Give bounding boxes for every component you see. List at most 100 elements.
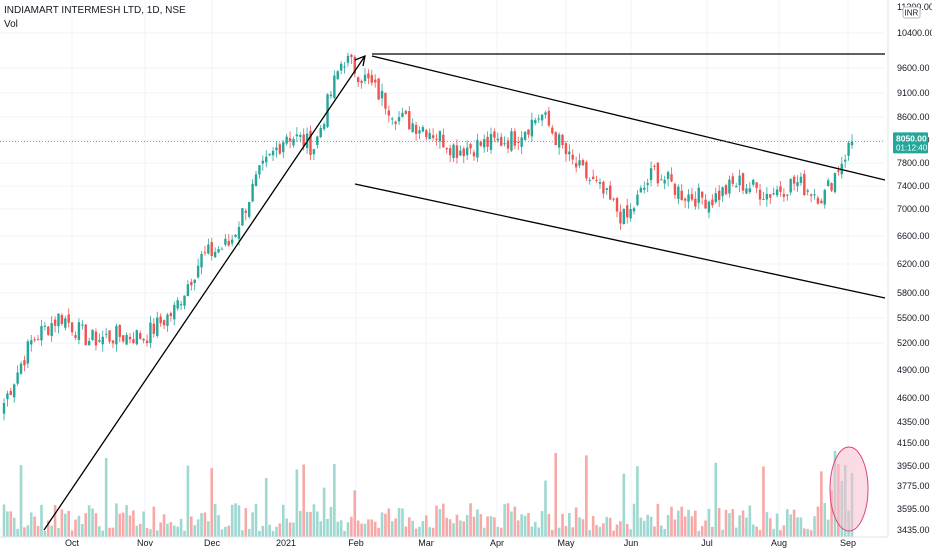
candle [765,187,769,207]
candle [540,114,544,127]
candle [309,125,312,161]
candle [391,116,394,125]
price-tick-label: 7800.00 [897,158,930,168]
volume-bar [16,528,19,537]
price-tick-label: 5200.00 [897,338,930,348]
volume-bar [261,525,265,537]
candle [585,160,588,181]
volume-bar [513,506,517,537]
candle [629,203,632,222]
candle [455,139,459,164]
candle [60,313,64,326]
candle [162,319,166,329]
candle [370,69,374,86]
candle [84,323,87,346]
price-tick-label: 4350.00 [897,417,930,427]
candle [159,313,162,327]
volume-bar [639,517,643,537]
candle [319,125,322,139]
volume-bar [132,510,135,537]
candle [803,170,806,196]
volume-bar [258,530,261,537]
candle [612,197,615,202]
channel-lower-line[interactable] [354,183,886,299]
candle [101,330,104,352]
candle [254,170,258,187]
price-tick-label: 9100.00 [897,88,930,98]
volume-bar [98,526,101,537]
candle [350,53,353,65]
candle [380,83,384,106]
candle [360,79,363,89]
candle [322,122,326,131]
volume-bar [50,525,53,537]
volume-bar [380,512,384,537]
volume-bar [520,514,523,537]
volume-bar [67,510,71,537]
volume-bar [77,515,81,537]
candle [472,149,476,161]
volume-bar [295,469,299,537]
volume-bar [152,506,156,537]
candle [9,387,13,396]
volume-bar [135,525,139,537]
volume-bar [414,528,418,537]
candle [469,142,472,155]
volume-bar [190,516,193,537]
volume-bar [278,523,282,537]
volume-bar [203,512,207,537]
candle [333,70,336,100]
volume-bar [292,522,295,537]
candle [728,175,731,198]
volume-bar [91,508,94,537]
volume-bar [343,530,346,537]
candle [820,198,823,204]
volume-bar [227,525,231,537]
candle [384,92,387,115]
volume-bar [350,516,353,537]
candle [544,110,547,119]
candle [87,337,91,346]
candle [339,61,343,75]
volume-bar [608,517,612,537]
volume-bar [700,526,704,537]
volume-bar [390,521,394,537]
candle [145,334,149,347]
candle [663,175,666,190]
volume-bar [115,503,118,537]
candle [833,172,837,194]
x-tick-label: Oct [65,538,80,548]
currency-badge[interactable]: INR [902,6,921,19]
volume-bar [305,511,309,537]
channel-upper-line[interactable] [371,55,886,181]
volume-bar [435,505,438,537]
volume-bar [428,527,432,537]
candles [2,52,854,421]
candle [428,128,431,140]
candle [557,132,561,155]
volume-bar [162,514,166,537]
volume-bar [230,504,234,537]
candle [438,130,442,149]
volume-bar [312,504,316,537]
volume-bar [339,520,343,537]
volume-bar [26,525,30,537]
volume-bar [469,503,472,537]
volume-bar [707,508,711,537]
volume-bar [363,523,367,537]
volume-bar [751,524,755,537]
candle [500,132,503,147]
candle [316,135,319,149]
candle [632,206,636,215]
candle [534,117,537,126]
volume-bar [12,517,16,537]
candle [581,158,585,166]
uptrend-line[interactable] [43,55,366,531]
volume-bar [738,515,741,537]
price-tick-label: 7000.00 [897,204,930,214]
volume-bar [373,521,377,537]
candle [837,166,840,176]
x-tick-label: May [557,538,575,548]
